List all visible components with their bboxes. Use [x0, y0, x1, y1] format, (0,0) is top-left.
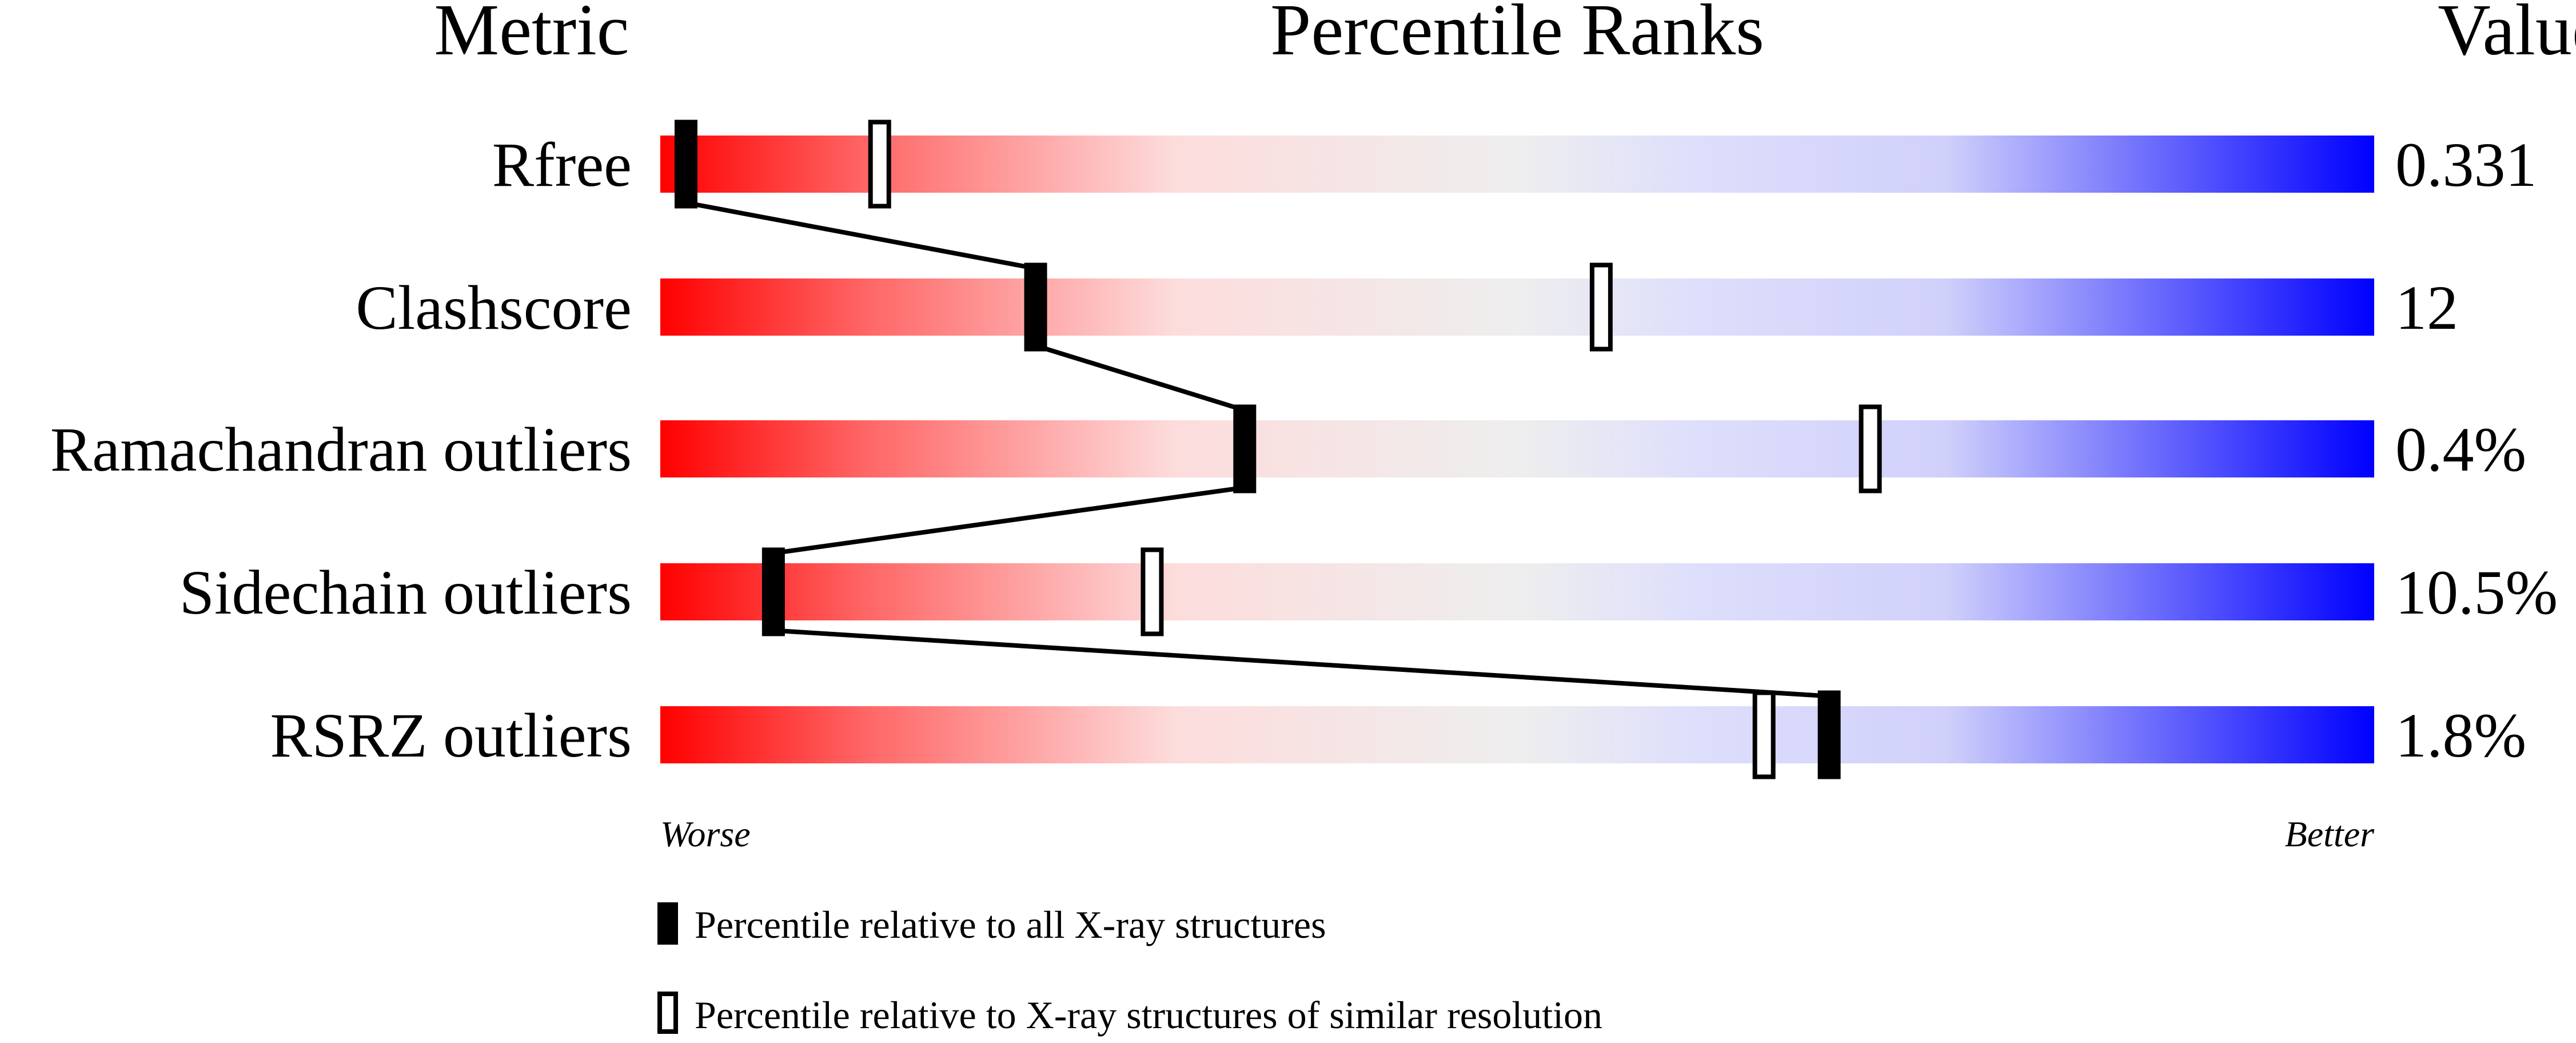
connector-line: [1035, 343, 1246, 413]
percentile-bar: [660, 563, 2374, 620]
metric-row: RSRZ outliers 1.8%: [270, 700, 2526, 770]
header-value: Value: [2438, 0, 2576, 70]
metric-value: 0.331: [2395, 130, 2537, 200]
metric-label: Rfree: [492, 130, 632, 200]
axis-worse-label: Worse: [660, 814, 751, 854]
legend-similar: Percentile relative to X-ray structures …: [695, 993, 1602, 1037]
metric-row: Sidechain outliers 10.5%: [180, 558, 2558, 627]
legend-all: Percentile relative to all X-ray structu…: [695, 903, 1326, 946]
header-metric: Metric: [434, 0, 629, 70]
metric-label: Sidechain outliers: [180, 558, 632, 627]
connector-line: [685, 200, 1036, 271]
legend-filled-marker-icon: [657, 902, 678, 945]
metric-label: Clashscore: [356, 273, 632, 343]
all-structures-marker: [1817, 690, 1841, 779]
percentile-bar: [660, 278, 2374, 336]
similar-resolution-marker: [868, 120, 891, 209]
metric-row: Ramachandran outliers 0.4%: [50, 415, 2526, 484]
all-structures-marker: [1233, 404, 1257, 493]
similar-resolution-marker: [1859, 404, 1882, 493]
percentile-bar: [660, 706, 2374, 763]
percentile-bar: [660, 136, 2374, 193]
similar-resolution-marker: [1752, 690, 1776, 779]
metric-row: Rfree 0.331: [492, 130, 2537, 200]
metric-value: 10.5%: [2395, 558, 2558, 627]
connector-line: [773, 485, 1245, 556]
metric-value: 12: [2395, 273, 2458, 343]
all-structures-marker: [761, 547, 785, 636]
similar-resolution-marker: [1589, 262, 1613, 352]
all-structures-marker: [1024, 262, 1047, 352]
metric-value: 1.8%: [2395, 700, 2526, 770]
metric-row: Clashscore 12: [356, 273, 2458, 343]
percentile-bar: [660, 420, 2374, 477]
all-structures-marker: [674, 120, 697, 209]
metric-label: Ramachandran outliers: [50, 415, 632, 484]
metric-value: 0.4%: [2395, 415, 2526, 484]
header-percentile-ranks: Percentile Ranks: [1270, 0, 1764, 70]
legend-hollow-marker-icon: [657, 992, 678, 1034]
metric-label: RSRZ outliers: [270, 700, 632, 770]
connector-line: [773, 628, 1829, 699]
similar-resolution-marker: [1141, 547, 1164, 636]
axis-better-label: Better: [2285, 814, 2375, 854]
